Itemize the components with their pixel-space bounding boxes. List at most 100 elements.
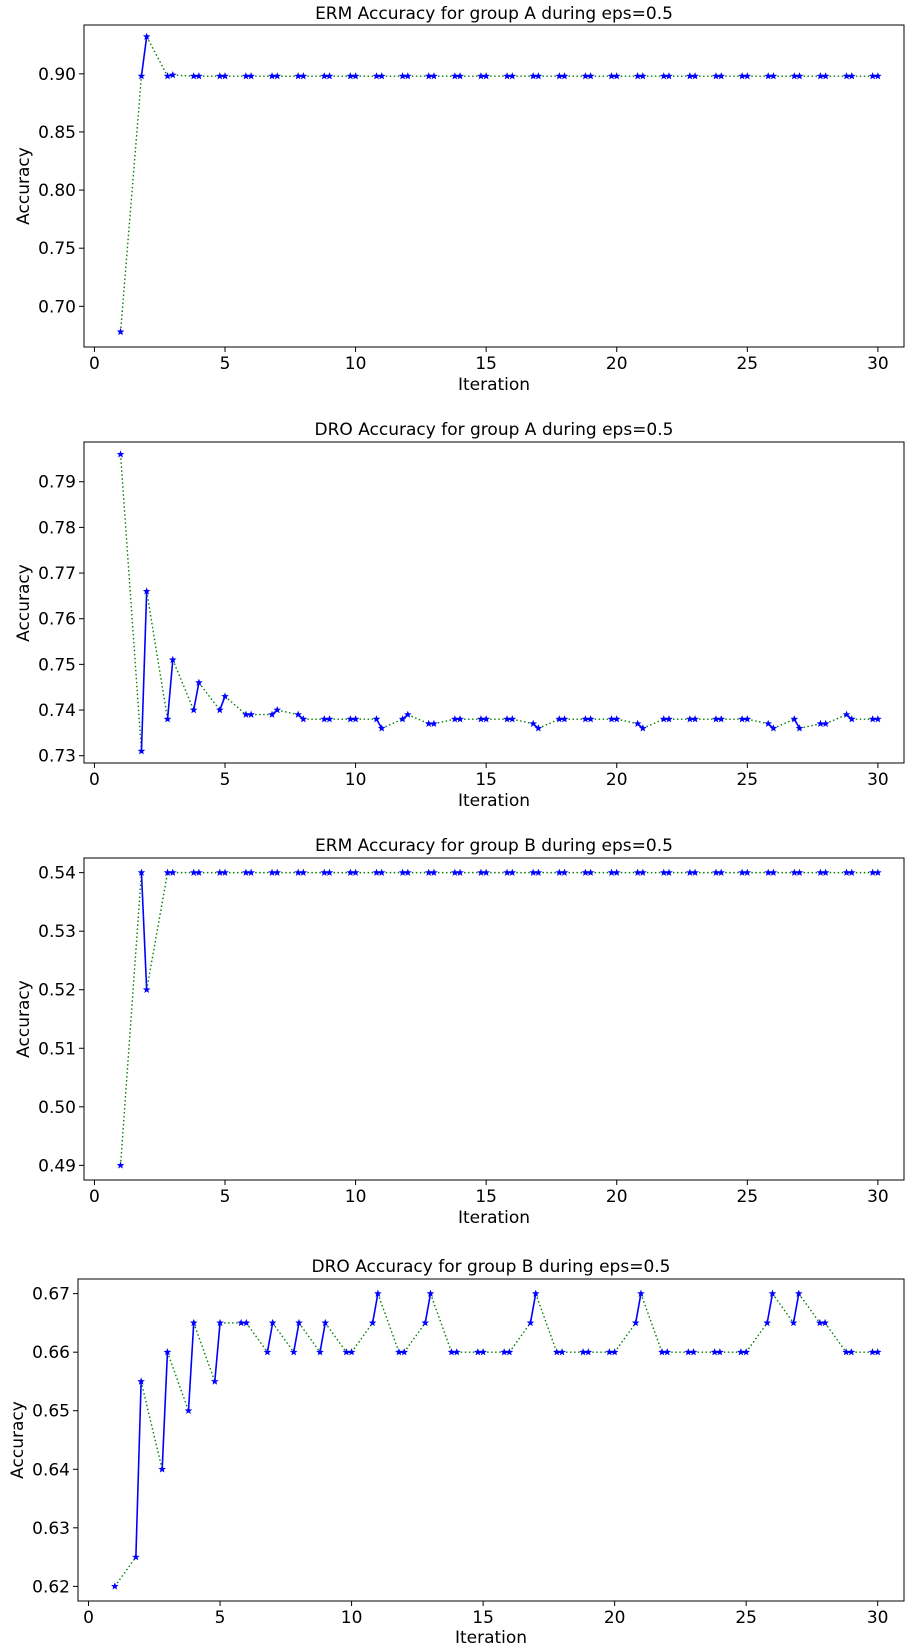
y-tick-label: 0.78 (38, 518, 76, 538)
x-tick-label: 5 (215, 1608, 226, 1628)
data-point-star (610, 1348, 619, 1356)
series-solid-segment (219, 696, 226, 711)
series-dotted-segment (535, 1293, 558, 1353)
x-tick-label: 0 (83, 1608, 94, 1628)
data-point-star (325, 72, 334, 80)
chart-title: ERM Accuracy for group B during eps=0.5 (315, 836, 673, 856)
data-point-star (790, 715, 799, 723)
data-point-star (790, 868, 799, 876)
data-point-star (738, 72, 746, 80)
data-point-star (508, 868, 517, 876)
data-point-star (346, 715, 355, 723)
series-dotted-segment (324, 1322, 347, 1353)
data-point-star (456, 72, 464, 80)
x-tick-label: 10 (345, 1187, 367, 1207)
data-point-star (221, 692, 229, 700)
data-point-star (874, 868, 882, 876)
series-dotted-segment (614, 1322, 637, 1353)
data-point-star (372, 715, 381, 723)
data-point-star (795, 868, 804, 876)
y-tick-label: 0.64 (32, 1460, 70, 1480)
data-point-star (605, 1348, 614, 1356)
series-solid-segment (140, 36, 148, 77)
data-point-star (868, 1348, 877, 1356)
data-point-star (137, 72, 146, 80)
data-point-star (659, 72, 668, 80)
data-point-star (584, 1348, 593, 1356)
data-point-star (447, 1348, 456, 1356)
series-dotted-segment (119, 872, 143, 1166)
data-point-star (842, 710, 851, 718)
data-point-star (768, 1289, 777, 1297)
data-point-star (717, 715, 725, 723)
data-point-star (794, 1289, 803, 1297)
series-solid-segment (371, 1293, 379, 1324)
series-dotted-segment (298, 1322, 321, 1353)
data-point-star (404, 868, 412, 876)
data-point-star (639, 868, 647, 876)
x-tick-label: 20 (606, 770, 628, 790)
series-dotted-segment (277, 709, 299, 716)
data-point-star (474, 1348, 482, 1356)
data-point-star (712, 715, 720, 723)
data-point-star (163, 1348, 172, 1356)
data-point-star (689, 1348, 698, 1356)
y-tick-label: 0.62 (32, 1577, 70, 1597)
data-point-star (555, 715, 564, 723)
data-point-star (534, 868, 543, 876)
y-axis-label: Accuracy (14, 147, 34, 225)
data-point-star (558, 1348, 566, 1356)
series-dotted-segment (145, 872, 169, 990)
data-point-star (633, 72, 642, 80)
data-point-star (242, 72, 250, 80)
series-dotted-segment (642, 718, 665, 729)
x-tick-label: 15 (475, 1187, 497, 1207)
data-point-star (526, 1318, 535, 1327)
plot-area: 0 5 10 15 20 25 30 0.62 0.63 0.64 0.65 0.66 0.67 (32, 1285, 888, 1628)
data-point-star (555, 72, 564, 80)
data-point-star (874, 715, 882, 723)
data-point-star (247, 710, 255, 718)
data-point-star (477, 72, 485, 80)
data-point-star (738, 868, 746, 876)
data-point-star (456, 715, 464, 723)
y-tick-label: 0.90 (38, 65, 76, 85)
y-tick-label: 0.80 (38, 181, 76, 201)
data-point-star (821, 1318, 829, 1327)
data-point-star (842, 1348, 850, 1356)
y-tick-label: 0.63 (32, 1519, 70, 1539)
series-solid-segment (192, 682, 200, 711)
data-point-star (316, 1348, 324, 1356)
data-point-star (273, 868, 282, 876)
data-point-star (665, 715, 673, 723)
x-axis-label: Iteration (455, 1628, 527, 1648)
series-solid-segment (266, 1322, 274, 1353)
x-tick-label: 15 (475, 770, 497, 790)
data-point-star (195, 72, 203, 80)
data-point-star (816, 72, 825, 80)
data-point-star (268, 868, 276, 876)
y-axis-label: Accuracy (14, 980, 34, 1058)
series-dotted-segment (119, 76, 143, 332)
data-point-star (684, 1348, 693, 1356)
series-dotted-segment (119, 454, 143, 752)
data-point-star (137, 1377, 145, 1385)
data-point-star (168, 655, 177, 664)
y-tick-label: 0.66 (32, 1343, 70, 1363)
series-dotted-segment (172, 74, 194, 77)
data-point-star (560, 715, 569, 723)
data-point-star (821, 72, 830, 80)
series-solid-segment (213, 1322, 221, 1382)
series-dotted-segment (747, 718, 769, 725)
data-point-star (842, 72, 851, 80)
series-solid-segment (166, 659, 174, 720)
data-point-star (137, 868, 146, 876)
series-solid-segment (292, 1322, 300, 1353)
series-dotted-segment (745, 1322, 768, 1353)
data-point-star (717, 868, 725, 876)
x-tick-label: 10 (345, 354, 367, 374)
series-dotted-segment (140, 1381, 163, 1470)
x-tick-label: 25 (736, 1187, 758, 1207)
data-point-star (716, 1348, 724, 1356)
series-dotted-segment (825, 713, 847, 725)
